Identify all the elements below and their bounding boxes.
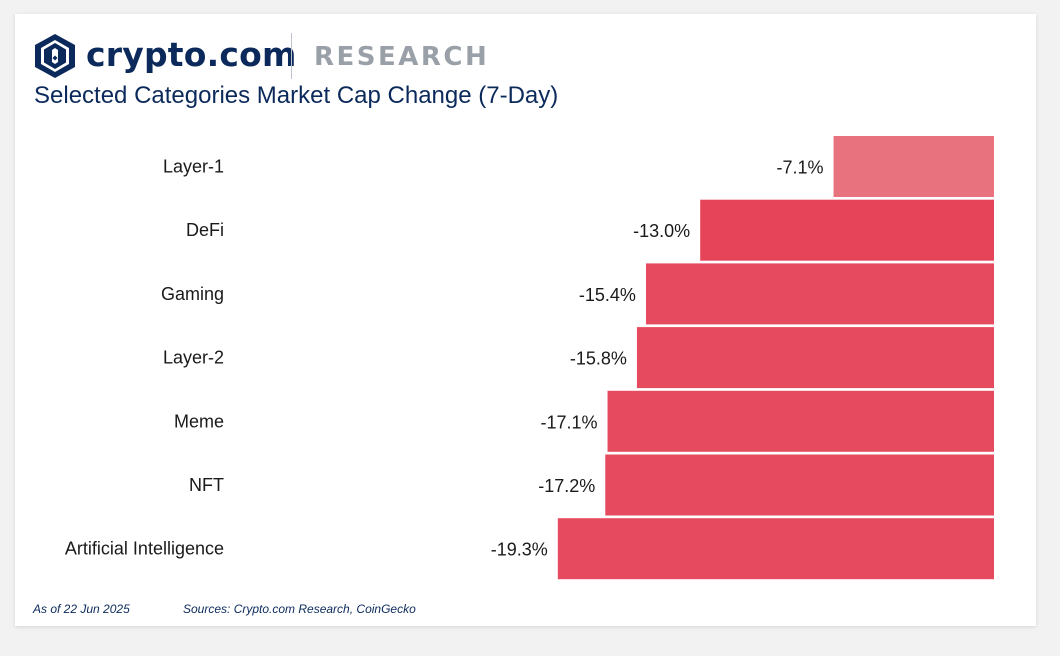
bar-layer-1 — [833, 136, 994, 197]
as-of-date: As of 22 Jun 2025 — [33, 602, 130, 616]
category-label: Meme — [174, 411, 224, 431]
value-label: -13.0% — [633, 221, 690, 241]
category-label: Layer-2 — [163, 348, 224, 368]
value-label: -15.4% — [579, 285, 636, 305]
research-label: RESEARCH — [314, 42, 490, 72]
bar-gaming — [645, 263, 994, 325]
bar-defi — [700, 199, 994, 261]
crypto-com-lion-icon — [35, 34, 75, 78]
sources-note: Sources: Crypto.com Research, CoinGecko — [183, 602, 416, 616]
chart-title: Selected Categories Market Cap Change (7… — [34, 82, 559, 109]
bar-nft — [605, 454, 994, 516]
value-label: -17.1% — [540, 412, 597, 432]
value-label: -15.8% — [570, 349, 627, 369]
category-label: Layer-1 — [163, 157, 224, 177]
category-label: Artificial Intelligence — [65, 539, 224, 559]
category-label: Gaming — [161, 284, 224, 304]
logo-divider — [291, 33, 292, 79]
value-label: -7.1% — [777, 158, 824, 178]
category-label: DeFi — [186, 220, 224, 240]
brand-name: crypto.com — [86, 35, 297, 74]
category-label: NFT — [189, 475, 224, 495]
bar-meme — [607, 390, 994, 452]
bar-layer-2 — [636, 327, 994, 389]
value-label: -19.3% — [491, 540, 548, 560]
bar-artificial-intelligence — [557, 518, 994, 580]
value-label: -17.2% — [538, 476, 595, 496]
